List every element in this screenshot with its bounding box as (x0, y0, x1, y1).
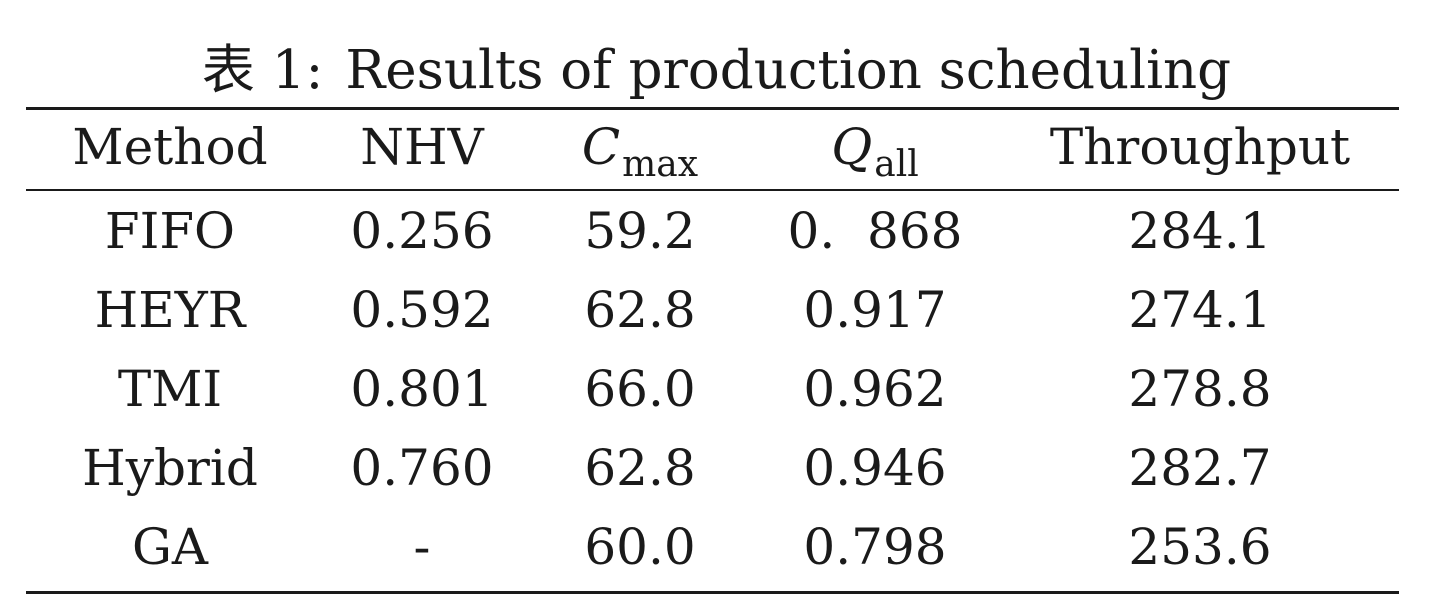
cell-method: Hybrid (82, 439, 258, 497)
cell-method: GA (131, 518, 209, 576)
cell-nhv: 0.760 (350, 439, 494, 497)
table-header-rule (26, 189, 1399, 191)
table-row: FIFO 0.256 59.2 0. 868 284.1 (0, 192, 1433, 270)
cell-throughput: 282.7 (1128, 439, 1272, 497)
cell-nhv: 0.592 (350, 281, 494, 339)
cell-nhv: 0.801 (350, 360, 494, 418)
cell-qall: 0.917 (803, 281, 947, 339)
cell-throughput: 278.8 (1128, 360, 1272, 418)
cell-nhv: 0.256 (350, 202, 494, 260)
cell-cmax: 62.8 (584, 439, 696, 497)
qall-subscript: all (874, 144, 919, 185)
table-row: TMI 0.801 66.0 0.962 278.8 (0, 350, 1433, 428)
table-row: GA - 60.0 0.798 253.6 (0, 508, 1433, 586)
table-bottom-rule (26, 591, 1399, 594)
table-caption-label: 表 1: (201, 40, 324, 101)
table-header-row: Method NHV Cmax Qall Throughput (0, 108, 1433, 186)
cell-qall: 0.962 (803, 360, 947, 418)
cmax-symbol: C (581, 118, 621, 176)
cell-cmax: 62.8 (584, 281, 696, 339)
qall-symbol: Q (831, 118, 873, 176)
table-top-rule (26, 107, 1399, 110)
cell-method: TMI (117, 360, 223, 418)
cell-qall: 0.946 (803, 439, 947, 497)
cell-qall: 0. 868 (787, 202, 963, 260)
cell-nhv: - (413, 518, 431, 576)
cell-qall: 0.798 (803, 518, 947, 576)
table-row: HEYR 0.592 62.8 0.917 274.1 (0, 271, 1433, 349)
cell-method: FIFO (104, 202, 236, 260)
cmax-subscript: max (622, 144, 699, 185)
column-header-qall: Qall (770, 108, 980, 186)
cell-cmax: 60.0 (584, 518, 696, 576)
cell-cmax: 66.0 (584, 360, 696, 418)
cell-method: HEYR (94, 281, 246, 339)
cell-cmax: 59.2 (584, 202, 696, 260)
column-header-cmax: Cmax (540, 108, 740, 186)
column-header-throughput: Throughput (1049, 118, 1351, 176)
table-row: Hybrid 0.760 62.8 0.946 282.7 (0, 429, 1433, 507)
cell-throughput: 284.1 (1128, 202, 1272, 260)
table-caption-text: Results of production scheduling (345, 40, 1232, 101)
cell-throughput: 253.6 (1128, 518, 1272, 576)
column-header-method: Method (72, 118, 268, 176)
column-header-nhv: NHV (360, 118, 484, 176)
cell-throughput: 274.1 (1128, 281, 1272, 339)
table-caption: 表 1: Results of production scheduling (0, 36, 1433, 106)
